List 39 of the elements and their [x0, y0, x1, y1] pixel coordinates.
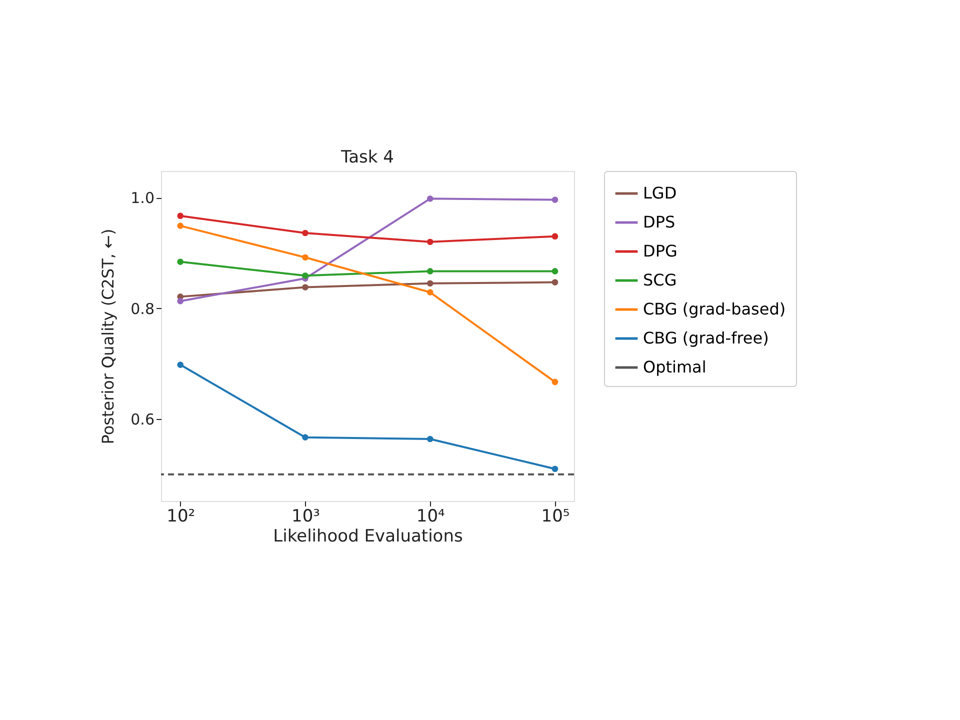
legend-label: DPS — [643, 212, 676, 232]
point — [177, 298, 184, 304]
legend-label: CBG (grad-based) — [643, 300, 786, 318]
legend-label: CBG (grad-free) — [643, 328, 769, 348]
chart-title: Task 4 — [340, 148, 394, 168]
y-tick-label: 0.8 — [130, 300, 154, 318]
x-tick-label: 10⁴ — [416, 506, 446, 526]
legend-label: Optimal — [643, 358, 706, 376]
legend-label: SCG — [643, 270, 677, 290]
point — [302, 284, 308, 290]
point — [302, 434, 308, 440]
point — [302, 230, 308, 236]
legend-label: DPG — [643, 242, 678, 260]
point — [552, 279, 558, 286]
point — [552, 466, 558, 472]
point — [426, 436, 434, 442]
point — [302, 254, 308, 261]
x-tick-label: 10⁵ — [541, 506, 570, 526]
y-axis-title: Posterior Quality (C2ST, ←) — [98, 228, 118, 444]
point — [177, 222, 184, 229]
y-tick-label: 1.0 — [130, 189, 154, 208]
point — [426, 280, 434, 287]
point — [426, 289, 434, 296]
legend-label: LGD — [643, 184, 677, 202]
x-tick-label: 10³ — [291, 506, 320, 526]
point — [552, 378, 558, 386]
point — [426, 196, 434, 202]
x-axis-title: Likelihood Evaluations — [273, 526, 463, 546]
point — [552, 268, 558, 274]
point — [426, 238, 434, 246]
point — [426, 268, 434, 274]
point — [552, 233, 558, 240]
point — [177, 362, 184, 368]
point — [177, 212, 184, 220]
point — [552, 196, 558, 203]
y-tick-label: 0.6 — [130, 410, 154, 429]
point — [302, 272, 308, 279]
point — [177, 258, 184, 265]
x-tick-label: 10² — [166, 506, 196, 526]
